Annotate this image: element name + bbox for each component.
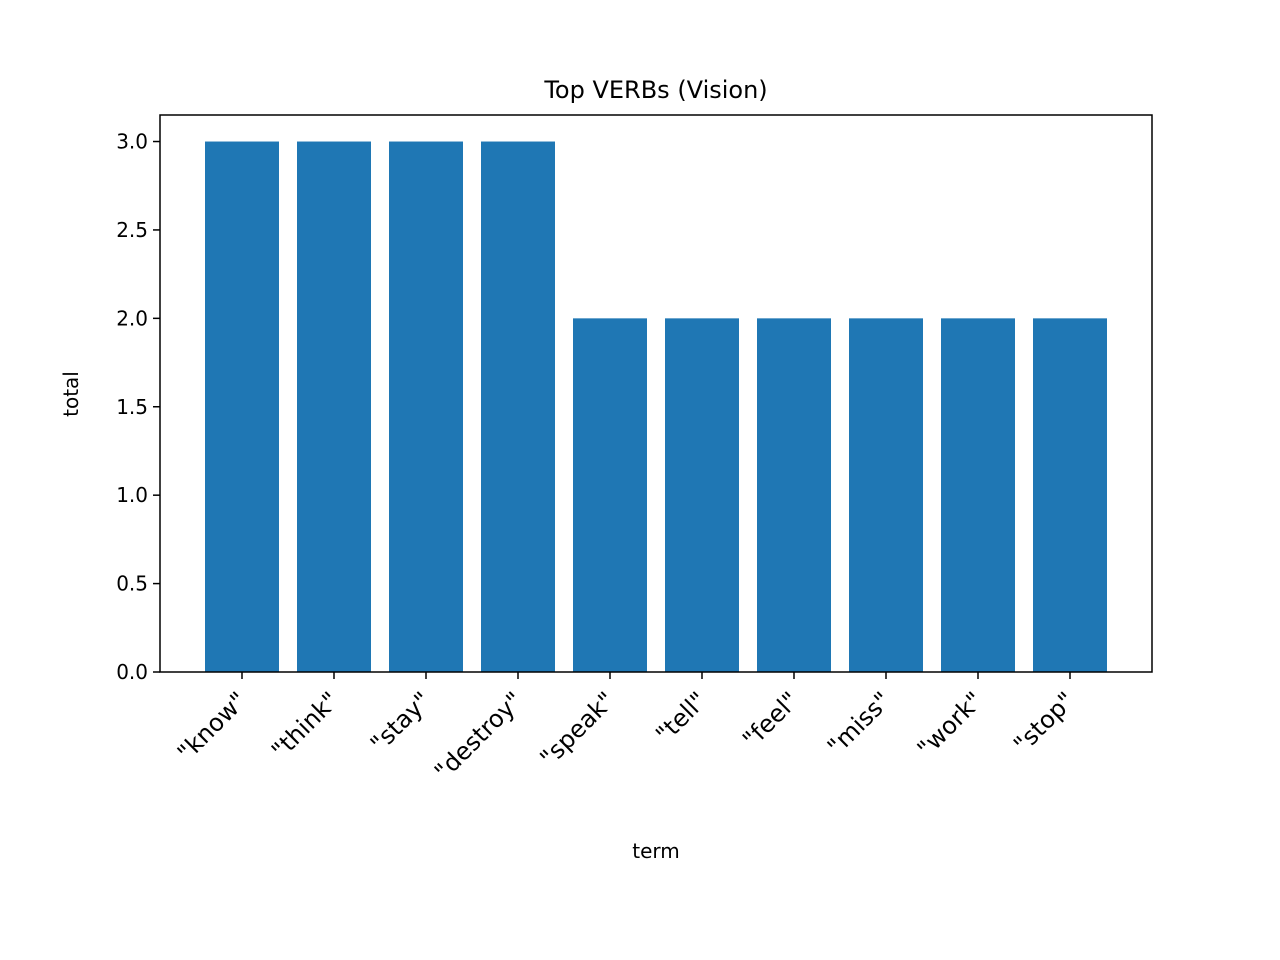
x-axis-label: term bbox=[632, 839, 680, 863]
y-tick-label: 0.0 bbox=[116, 660, 148, 684]
bar bbox=[297, 141, 371, 672]
plot-frame bbox=[159, 114, 1153, 673]
y-tick-label: 1.0 bbox=[116, 483, 148, 507]
y-tick-label: 3.0 bbox=[116, 130, 148, 154]
y-tick-label: 1.5 bbox=[116, 395, 148, 419]
bar bbox=[573, 318, 647, 672]
y-axis-label: total bbox=[59, 371, 83, 417]
y-tick-label: 2.5 bbox=[116, 218, 148, 242]
bar bbox=[481, 141, 555, 672]
bar bbox=[941, 318, 1015, 672]
bar bbox=[205, 141, 279, 672]
bar bbox=[757, 318, 831, 672]
bar bbox=[849, 318, 923, 672]
y-tick-label: 0.5 bbox=[116, 572, 148, 596]
chart-title: Top VERBs (Vision) bbox=[543, 76, 767, 104]
y-tick-label: 2.0 bbox=[116, 306, 148, 330]
bar bbox=[665, 318, 739, 672]
bars-group bbox=[205, 141, 1107, 672]
bar bbox=[1033, 318, 1107, 672]
y-axis: 0.0 0.5 1.0 1.5 2.0 2.5 3.0 bbox=[116, 130, 160, 684]
bar bbox=[389, 141, 463, 672]
